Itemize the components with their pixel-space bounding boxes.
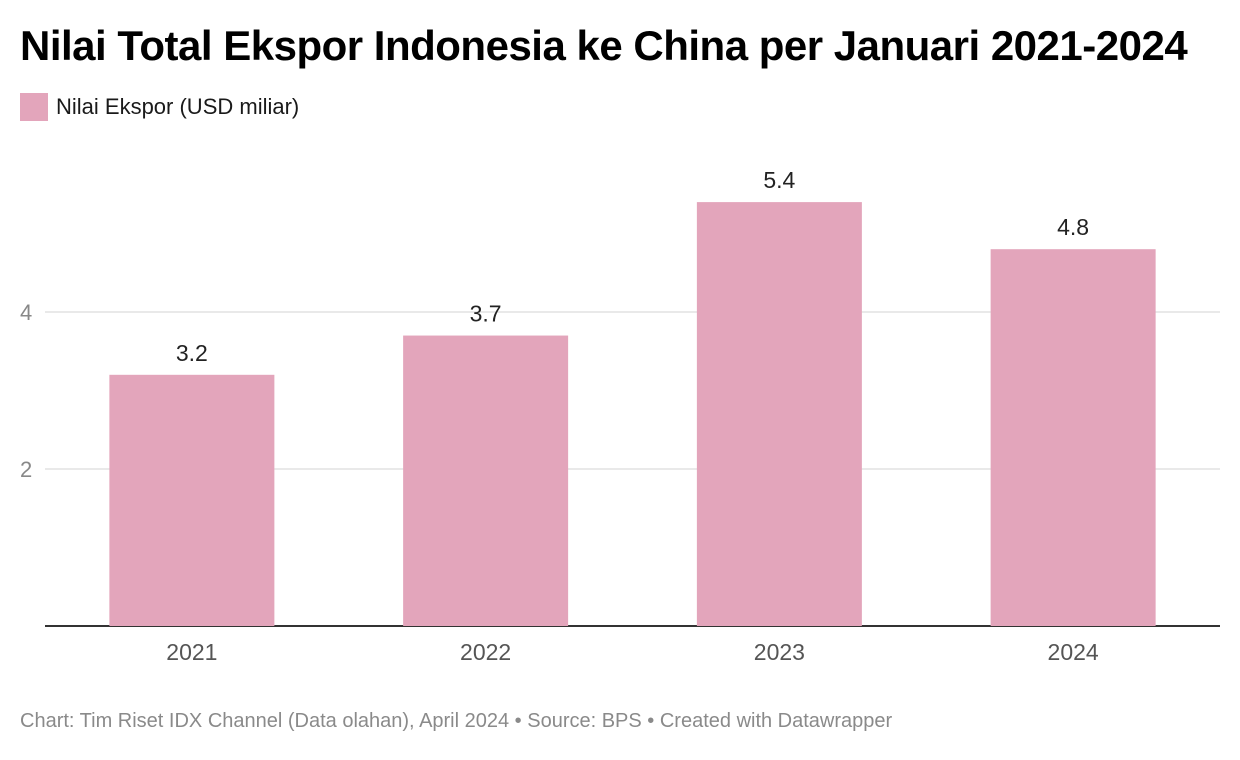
legend-swatch bbox=[20, 93, 48, 121]
chart-footer: Chart: Tim Riset IDX Channel (Data olaha… bbox=[20, 710, 893, 732]
value-label-2021: 3.2 bbox=[176, 340, 208, 366]
y-tick-label: 2 bbox=[20, 457, 32, 482]
x-tick-label-2023: 2023 bbox=[754, 639, 805, 665]
labels: 2 4 3.2 2021 3.7 2022 5.4 2023 4.8 2024 bbox=[20, 167, 1099, 665]
x-tick-label-2022: 2022 bbox=[460, 639, 511, 665]
value-label-2022: 3.7 bbox=[470, 301, 502, 327]
y-tick-label: 4 bbox=[20, 300, 32, 325]
x-tick-label-2024: 2024 bbox=[1048, 639, 1099, 665]
bar-2023 bbox=[696, 202, 862, 626]
legend: Nilai Ekspor (USD miliar) bbox=[20, 92, 299, 122]
bar-chart: 2 4 3.2 2021 3.7 2022 5.4 2023 4.8 2024 bbox=[20, 167, 1220, 665]
chart-title: Nilai Total Ekspor Indonesia ke China pe… bbox=[20, 22, 1188, 69]
x-tick-label-2021: 2021 bbox=[166, 639, 217, 665]
bars bbox=[109, 202, 1156, 626]
legend-label: Nilai Ekspor (USD miliar) bbox=[56, 94, 300, 119]
value-label-2024: 4.8 bbox=[1057, 214, 1089, 240]
bar-2024 bbox=[990, 249, 1156, 626]
bar-2022 bbox=[403, 335, 569, 626]
bar-2021 bbox=[109, 374, 275, 626]
value-label-2023: 5.4 bbox=[763, 167, 795, 193]
